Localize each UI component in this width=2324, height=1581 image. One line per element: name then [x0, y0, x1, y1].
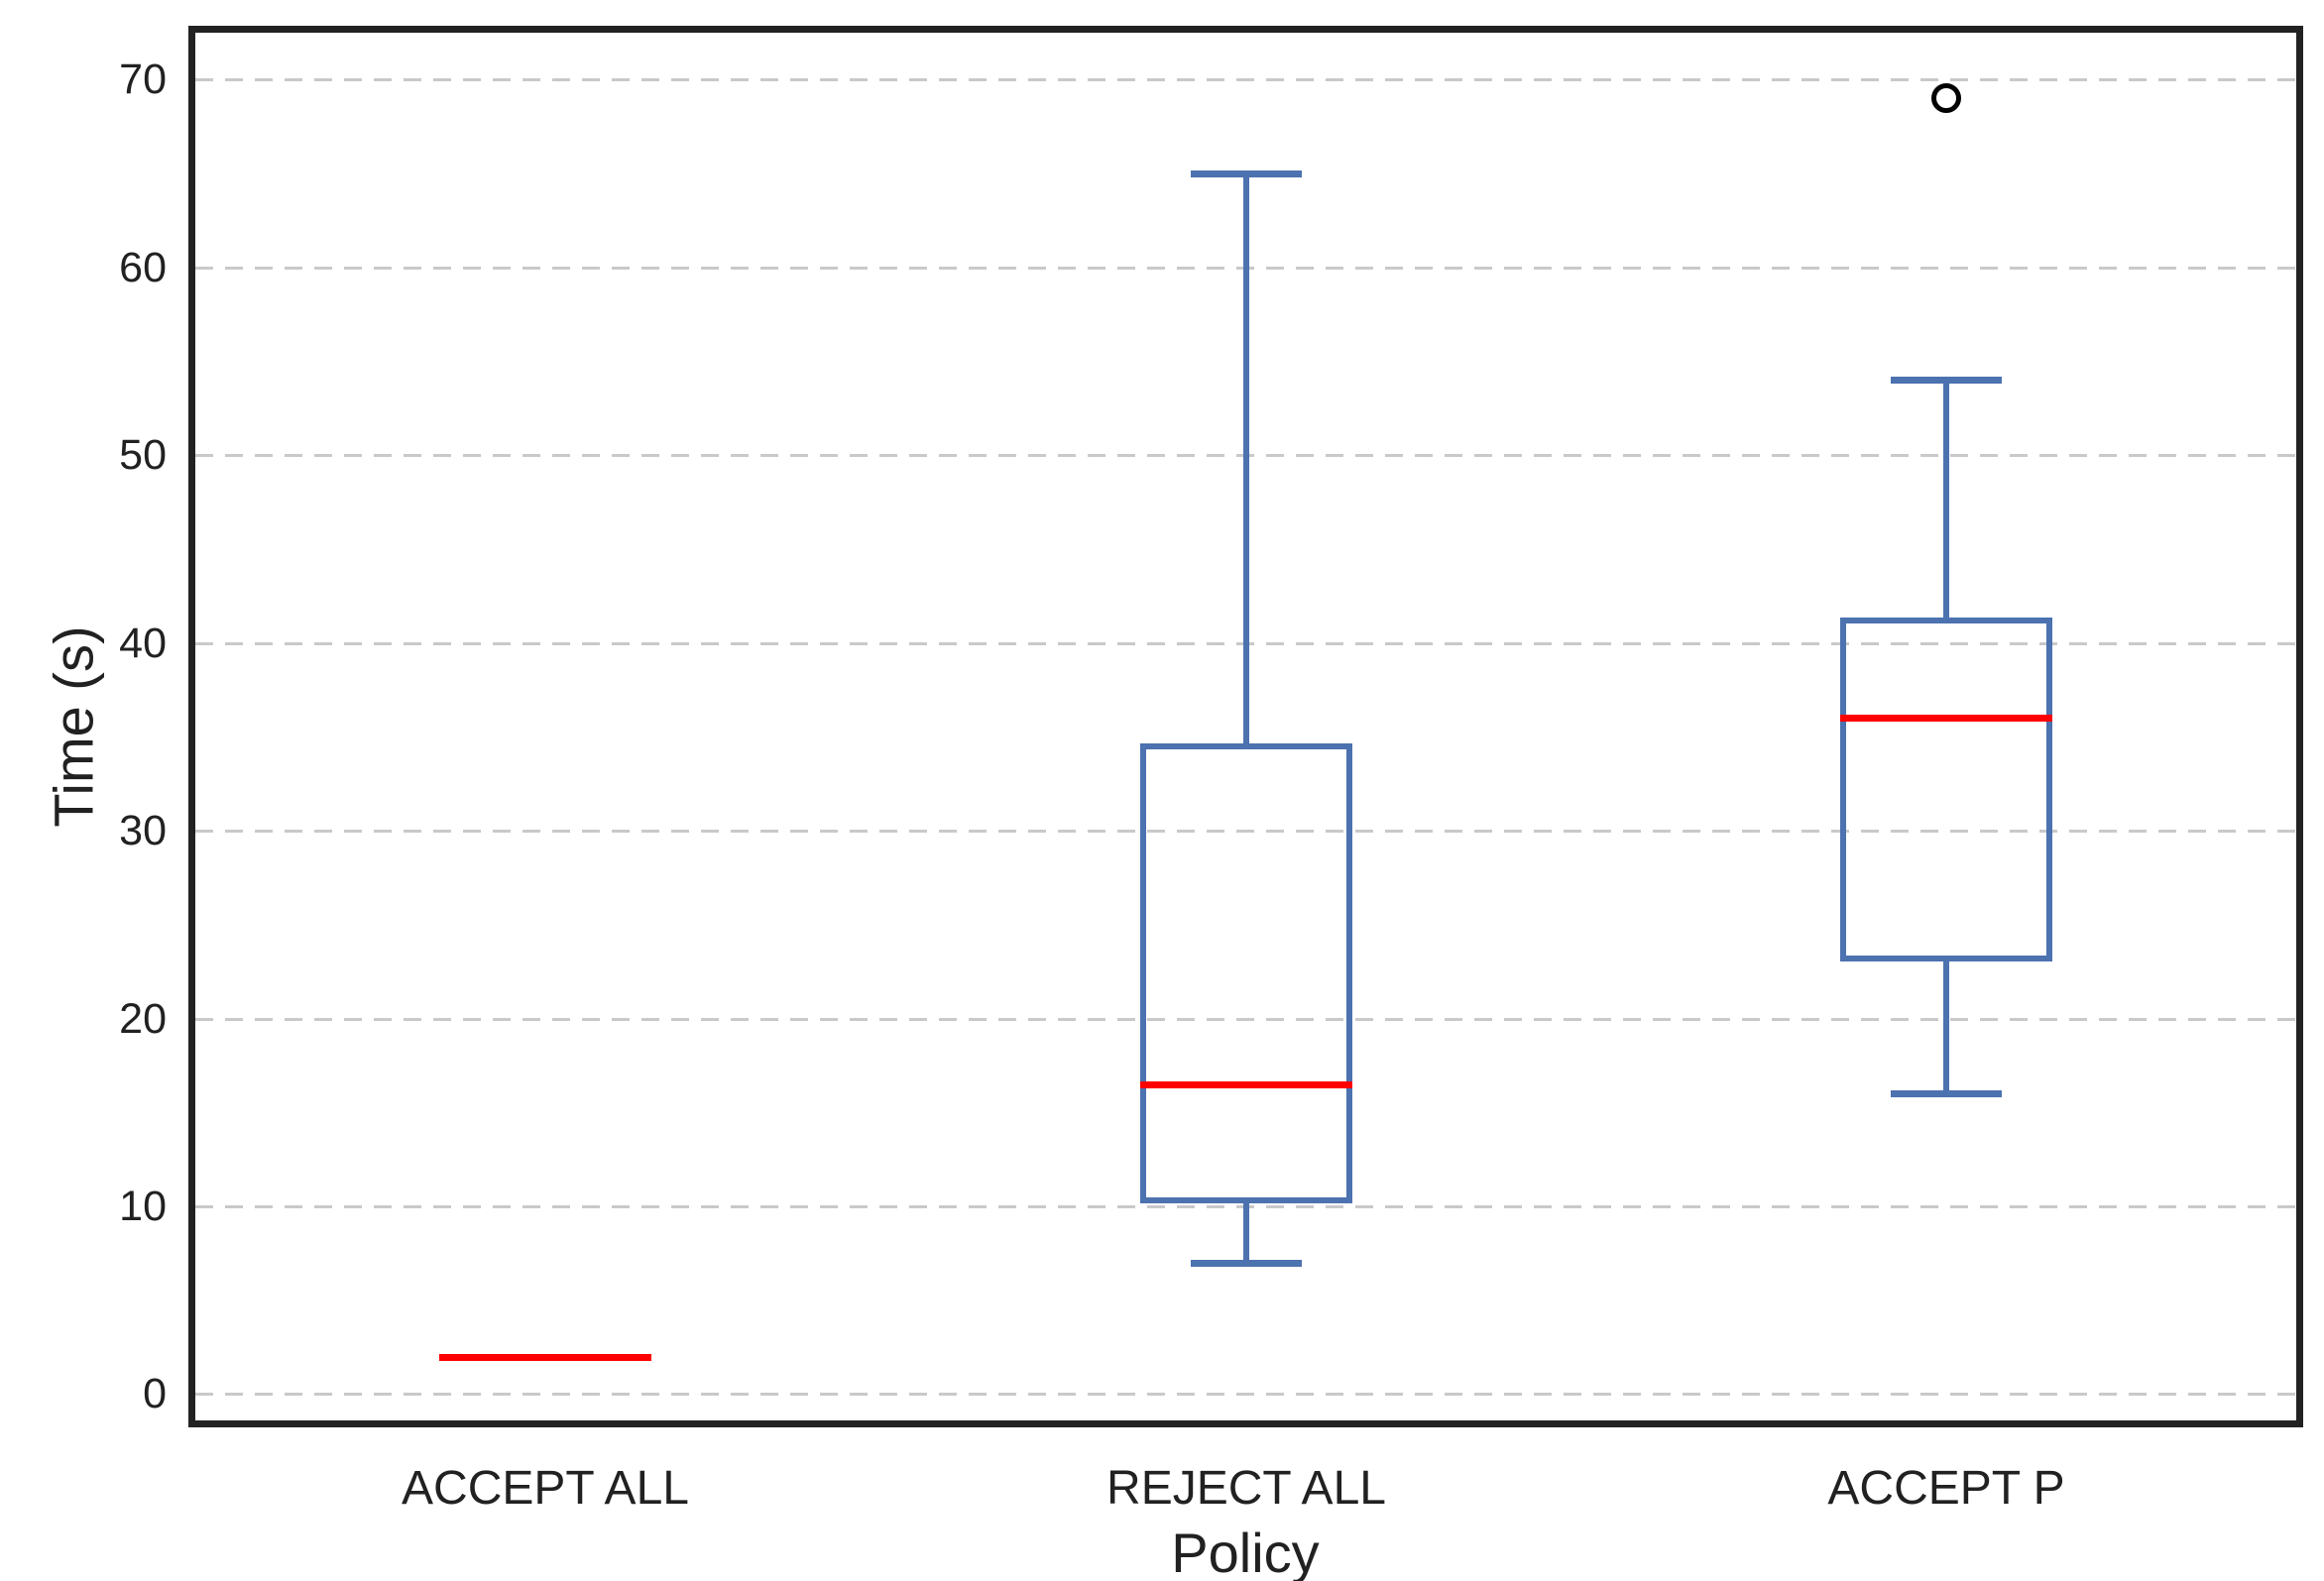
gridline-0: [195, 1393, 2296, 1396]
lower-whisker-cap-reject-all: [1191, 1260, 1302, 1267]
median-line-accept-p: [1840, 715, 2052, 722]
lower-whisker-line-accept-p: [1943, 959, 1949, 1093]
y-tick-label-60: 60: [119, 244, 167, 291]
lower-whisker-cap-accept-p: [1891, 1090, 2002, 1097]
plot-area: [195, 33, 2296, 1420]
iqr-box-reject-all: [1140, 743, 1352, 1203]
gridline-30: [195, 830, 2296, 833]
gridline-70: [195, 78, 2296, 81]
y-tick-label-50: 50: [119, 431, 167, 479]
y-tick-label-20: 20: [119, 995, 167, 1043]
upper-whisker-line-accept-p: [1943, 380, 1949, 620]
lower-whisker-line-reject-all: [1243, 1200, 1249, 1263]
y-tick-label-40: 40: [119, 620, 167, 667]
y-tick-label-0: 0: [143, 1370, 167, 1417]
gridline-20: [195, 1018, 2296, 1021]
median-line-reject-all: [1140, 1081, 1352, 1088]
x-category-label-reject-all: REJECT ALL: [1106, 1462, 1386, 1515]
upper-whisker-cap-reject-all: [1191, 170, 1302, 177]
y-tick-label-10: 10: [119, 1183, 167, 1230]
x-category-label-accept-all: ACCEPT ALL: [402, 1462, 689, 1515]
median-line-accept-all: [439, 1354, 651, 1361]
outlier-point-accept-p-0: [1931, 83, 1961, 113]
upper-whisker-line-reject-all: [1243, 173, 1249, 746]
x-axis-label: Policy: [1171, 1522, 1320, 1581]
iqr-box-accept-p: [1840, 618, 2052, 961]
x-category-label-accept-p: ACCEPT P: [1827, 1462, 2065, 1515]
y-tick-label-70: 70: [119, 56, 167, 103]
upper-whisker-cap-accept-p: [1891, 377, 2002, 384]
y-tick-label-30: 30: [119, 807, 167, 854]
